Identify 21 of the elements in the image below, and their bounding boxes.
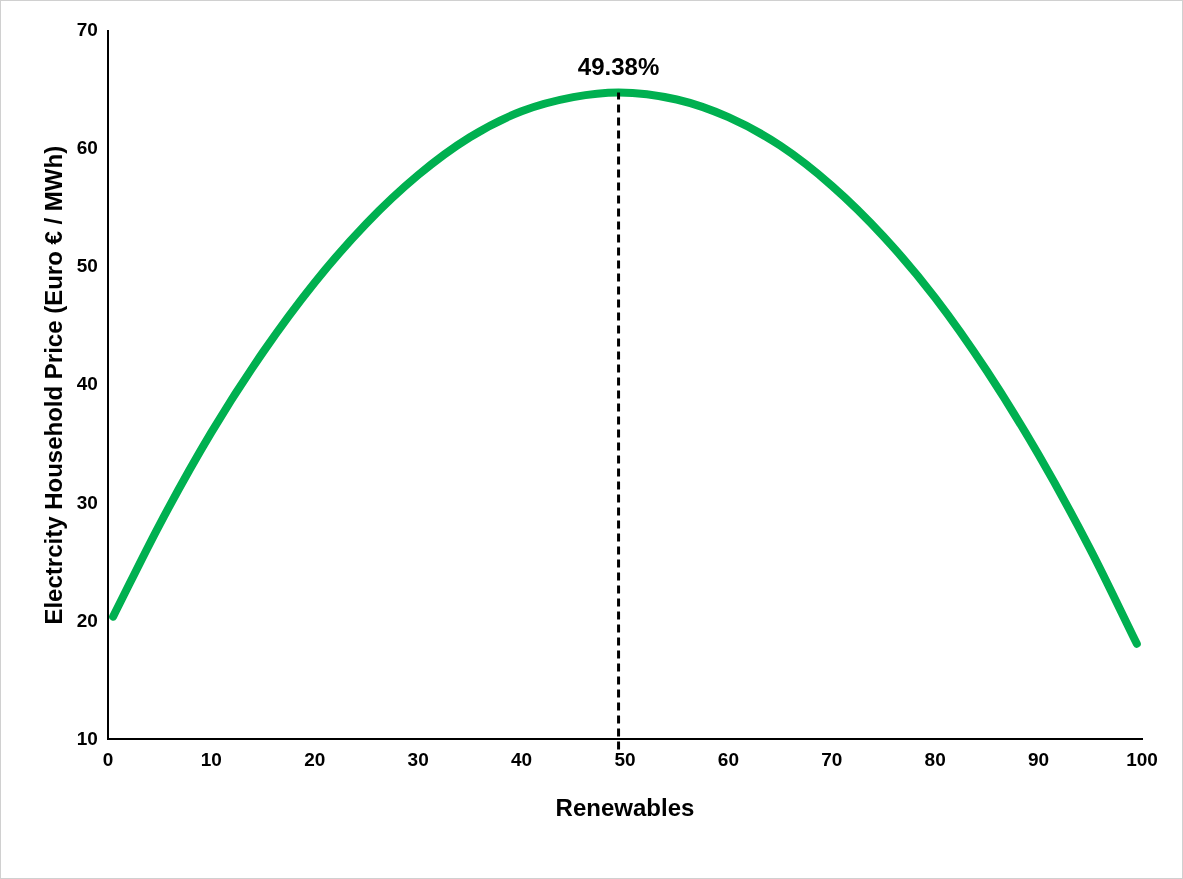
- x-tick-label: 100: [1126, 749, 1158, 771]
- x-tick-label: 60: [717, 749, 739, 771]
- y-tick-label: 30: [76, 491, 98, 513]
- ref-line-label: 49.38%: [577, 53, 660, 81]
- x-tick-label: 70: [821, 749, 843, 771]
- x-tick-label: 80: [924, 749, 946, 771]
- x-tick-label: 30: [407, 749, 429, 771]
- y-tick-label: 50: [76, 255, 98, 277]
- x-tick-label: 20: [304, 749, 326, 771]
- x-tick-label: 90: [1028, 749, 1050, 771]
- y-axis-title: Electrcity Household Price (Euro € / MWh): [40, 145, 68, 625]
- x-tick-label: 50: [614, 749, 636, 771]
- y-tick-label: 40: [76, 373, 98, 395]
- y-tick-label: 20: [76, 609, 98, 631]
- x-tick-label: 10: [200, 749, 222, 771]
- y-tick-label: 60: [76, 137, 98, 159]
- x-tick-label: 0: [102, 749, 114, 771]
- y-tick-label: 10: [76, 727, 98, 749]
- x-axis-title: Renewables: [555, 794, 695, 822]
- y-tick-label: 70: [76, 19, 98, 41]
- x-tick-label: 40: [510, 749, 533, 771]
